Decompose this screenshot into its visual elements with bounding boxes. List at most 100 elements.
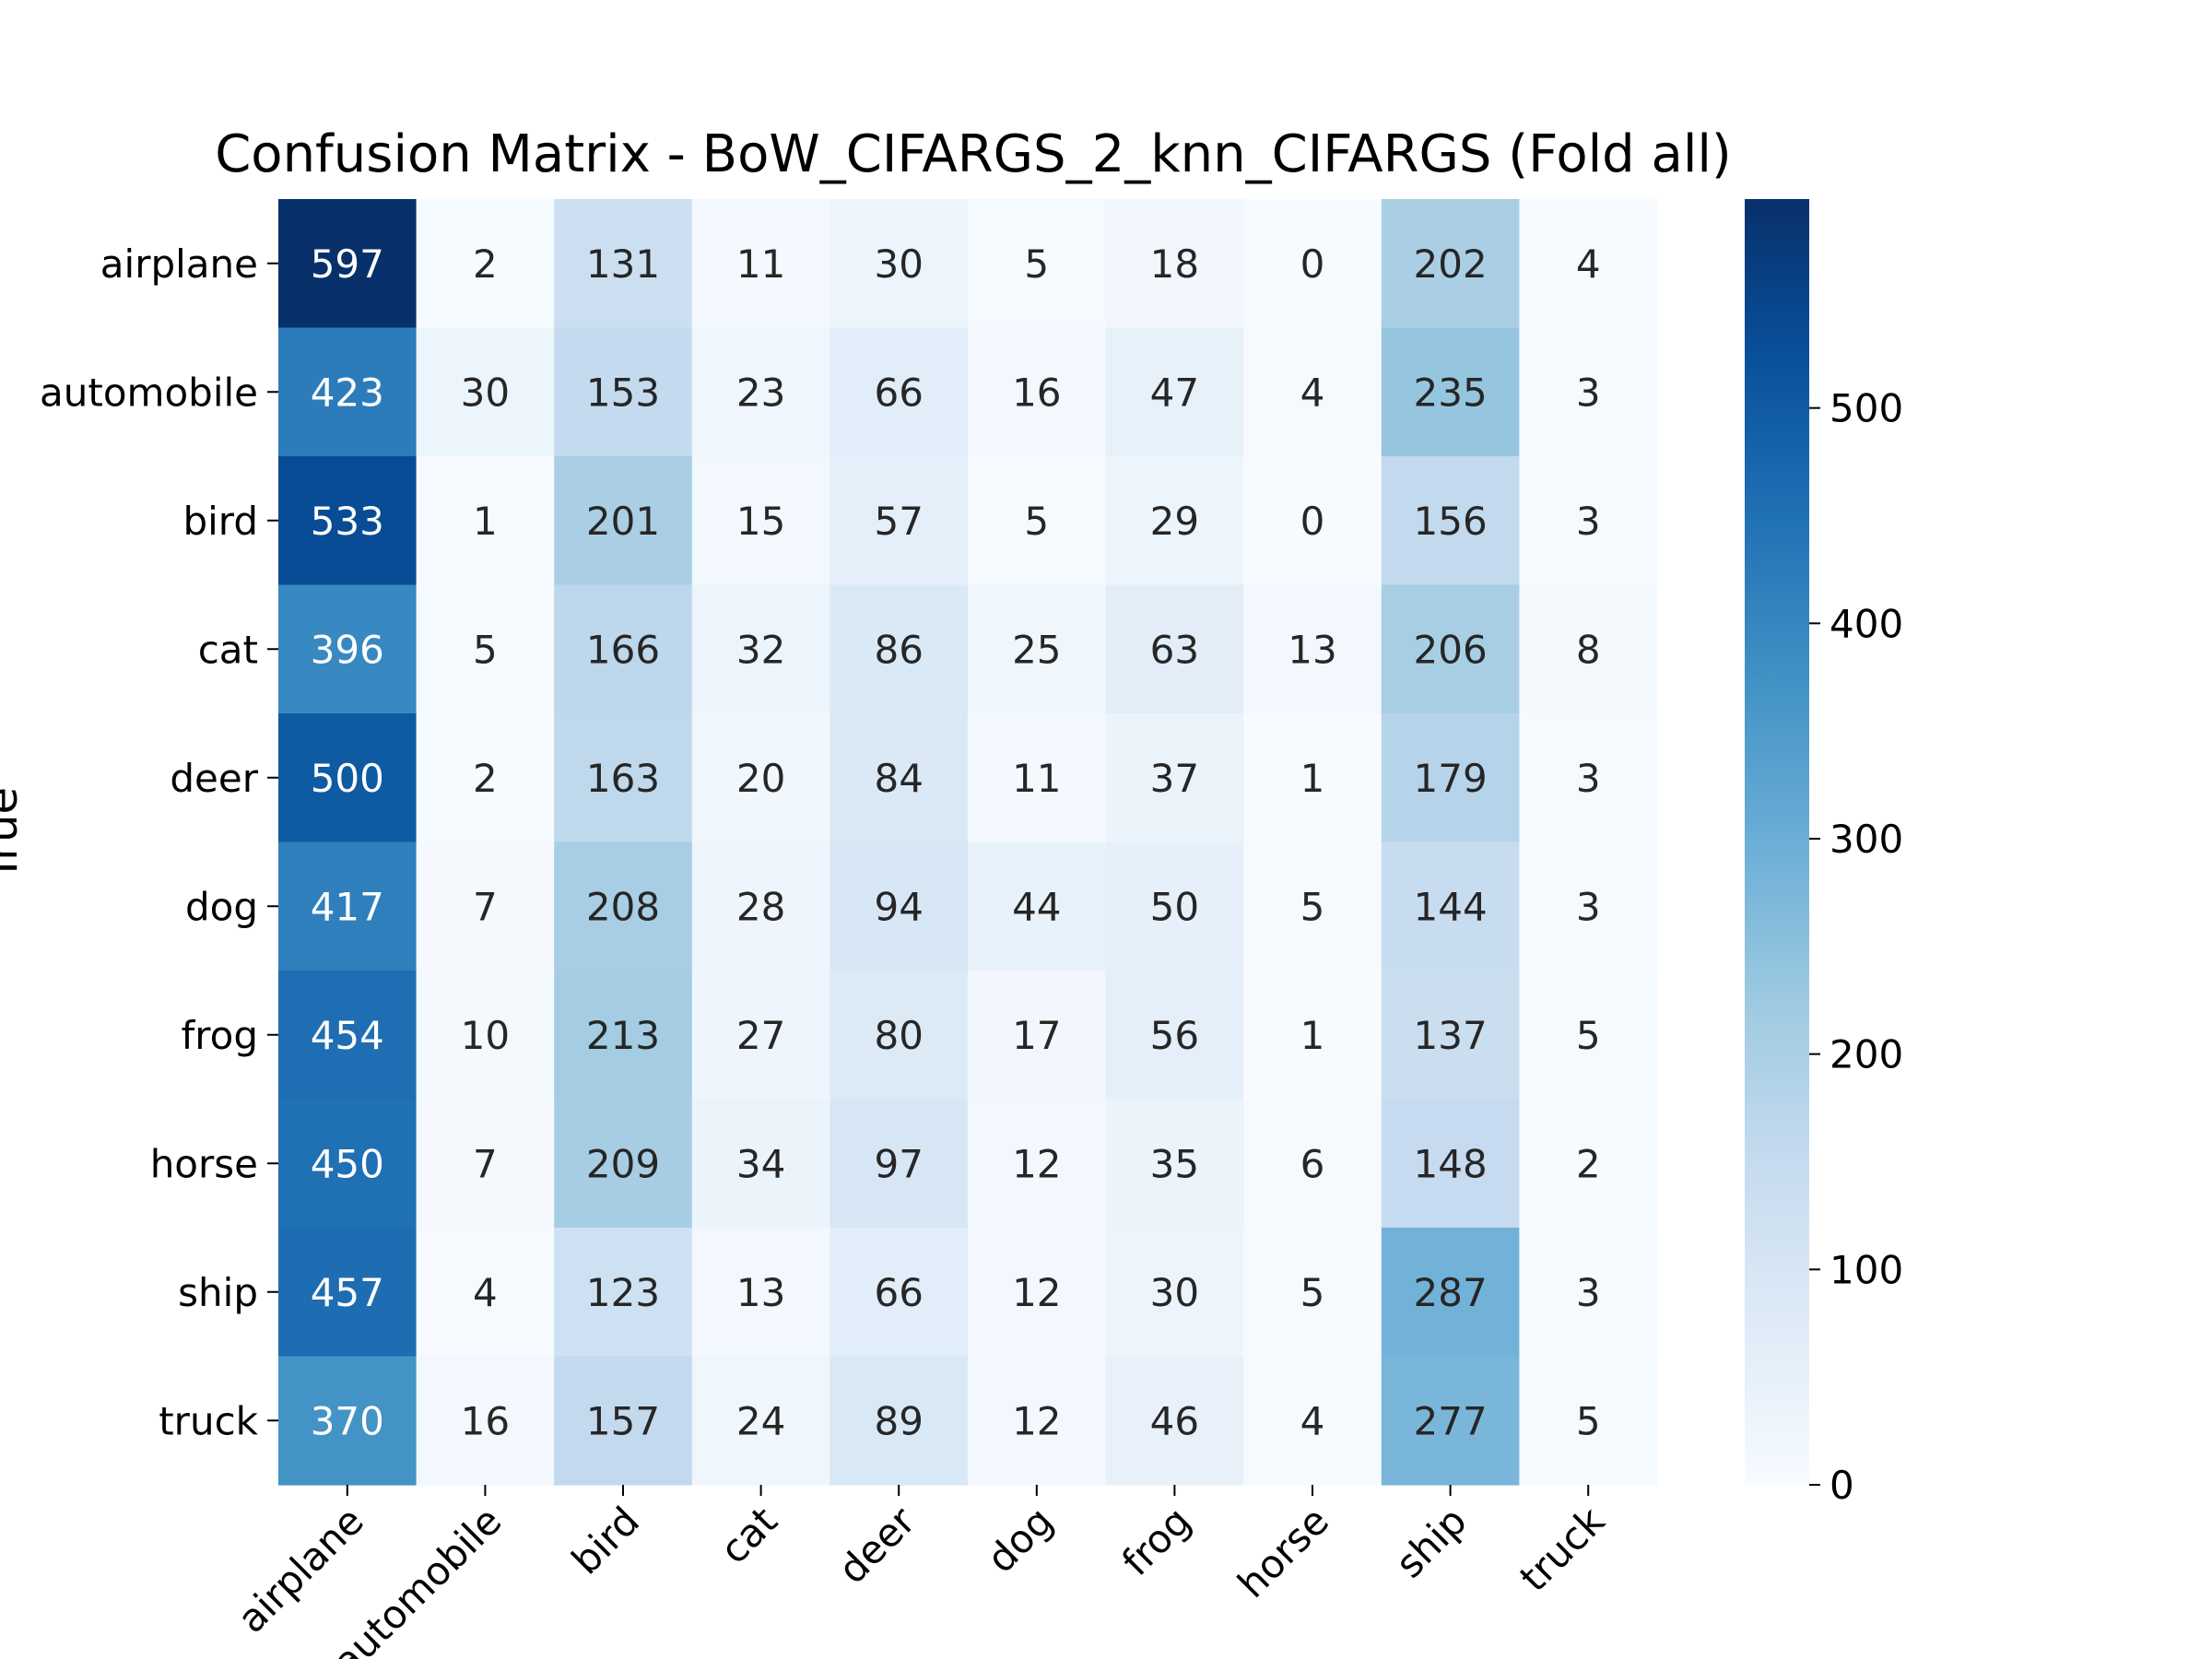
cell-value-label: 50 — [1150, 884, 1199, 929]
cell-value-label: 396 — [311, 627, 384, 672]
heatmap-cell — [554, 456, 693, 586]
heatmap-cell — [691, 841, 830, 971]
heatmap-cell — [691, 456, 830, 586]
heatmap-cell — [1381, 713, 1520, 843]
heatmap-cell — [278, 1228, 418, 1358]
cell-value-label: 5 — [1024, 241, 1049, 287]
heatmap-cell — [278, 584, 418, 714]
cell-value-label: 417 — [311, 884, 384, 929]
cell-value-label: 2 — [473, 756, 498, 801]
heatmap-cell — [1381, 971, 1520, 1100]
col-tick-label: dog — [978, 1498, 1062, 1582]
heatmap-cell — [691, 1356, 830, 1486]
cell-value-label: 179 — [1414, 756, 1488, 801]
heatmap-cell — [830, 1356, 969, 1486]
cell-value-label: 44 — [1012, 884, 1061, 929]
cell-value-label: 4 — [1300, 1398, 1325, 1443]
row-tick-label: truck — [159, 1398, 258, 1443]
cell-value-label: 3 — [1576, 884, 1601, 929]
cell-value-label: 209 — [586, 1141, 660, 1186]
colorbar-tick-label: 100 — [1830, 1247, 1903, 1292]
heatmap-cell — [1105, 1356, 1244, 1486]
heatmap-cell — [1519, 584, 1658, 714]
cell-value-label: 18 — [1150, 241, 1199, 287]
cell-value-label: 5 — [1576, 1013, 1601, 1058]
heatmap-cell — [968, 1356, 1107, 1486]
heatmap-cell — [1243, 1099, 1382, 1229]
heatmap-cell — [554, 1099, 693, 1229]
cell-value-label: 32 — [736, 627, 785, 672]
col-tick-label: deer — [830, 1498, 924, 1593]
row-tick-label: deer — [170, 756, 258, 801]
colorbar-tick-group: 0 100 200 300 400 500 — [1809, 386, 1903, 1508]
cell-value-label: 80 — [874, 1013, 923, 1058]
heatmap-cell — [554, 1228, 693, 1358]
heatmap-cell — [691, 327, 830, 457]
heatmap-cell — [1105, 1228, 1244, 1358]
cell-value-label: 0 — [1300, 499, 1325, 544]
heatmap-cell — [416, 456, 555, 586]
heatmap-cell — [1519, 199, 1658, 329]
cell-value-label: 63 — [1150, 627, 1199, 672]
heatmap-cell — [1243, 1356, 1382, 1486]
cell-value-label: 277 — [1414, 1398, 1488, 1443]
cell-value-label: 23 — [736, 370, 785, 415]
cell-value-label: 5 — [1576, 1398, 1601, 1443]
heatmap-cell — [830, 456, 969, 586]
cell-value-label: 6 — [1300, 1141, 1325, 1186]
heatmap-cell — [1519, 1228, 1658, 1358]
cell-value-label: 66 — [874, 1270, 923, 1315]
cell-value-label: 2 — [1576, 1141, 1601, 1186]
colorbar — [1745, 199, 1809, 1485]
cell-value-label: 29 — [1150, 499, 1199, 544]
heatmap-cell — [278, 1356, 418, 1486]
cell-value-label: 12 — [1012, 1270, 1061, 1315]
cell-value-label: 153 — [586, 370, 660, 415]
heatmap-cell — [968, 1228, 1107, 1358]
heatmap-cell — [278, 199, 418, 329]
cell-value-label: 4 — [1300, 370, 1325, 415]
cell-value-label: 457 — [311, 1270, 384, 1315]
heatmap-cell — [554, 584, 693, 714]
cell-value-label: 30 — [461, 370, 510, 415]
chart-title: Confusion Matrix - BoW_CIFARGS_2_knn_CIF… — [215, 124, 1732, 184]
row-tick-label: cat — [198, 627, 258, 672]
cell-value-label: 3 — [1576, 756, 1601, 801]
col-tick-label: bird — [563, 1498, 648, 1583]
cell-value-label: 423 — [311, 370, 384, 415]
row-tick-label: dog — [185, 884, 258, 929]
cell-value-label: 7 — [473, 1141, 498, 1186]
cell-value-label: 17 — [1012, 1013, 1061, 1058]
heatmap-cell — [1381, 199, 1520, 329]
cell-value-label: 597 — [311, 241, 384, 287]
heatmap-cell — [1519, 1099, 1658, 1229]
heatmap-cell — [968, 713, 1107, 843]
heatmap-cell — [1519, 713, 1658, 843]
cell-value-label: 5 — [473, 627, 498, 672]
heatmap-cell — [554, 327, 693, 457]
heatmap-cell — [1381, 456, 1520, 586]
cell-value-label: 30 — [874, 241, 923, 287]
heatmap-cell — [1105, 971, 1244, 1100]
cell-value-label: 4 — [1576, 241, 1601, 287]
cell-value-label: 2 — [473, 241, 498, 287]
heatmap-cell — [691, 1099, 830, 1229]
cell-value-label: 0 — [1300, 241, 1325, 287]
heatmap-cell — [278, 713, 418, 843]
cell-value-label: 20 — [736, 756, 785, 801]
heatmap-cell — [416, 1228, 555, 1358]
heatmap-cell — [1381, 1099, 1520, 1229]
cell-value-label: 28 — [736, 884, 785, 929]
heatmap-cell — [1243, 199, 1382, 329]
heatmap-cell — [554, 841, 693, 971]
heatmap-cell — [1243, 456, 1382, 586]
heatmap-cell — [968, 327, 1107, 457]
heatmap-cell — [830, 199, 969, 329]
cell-value-label: 7 — [473, 884, 498, 929]
cell-value-label: 450 — [311, 1141, 384, 1186]
cell-value-label: 89 — [874, 1398, 923, 1443]
cell-value-label: 163 — [586, 756, 660, 801]
heatmap-cell — [830, 713, 969, 843]
cell-value-label: 11 — [736, 241, 785, 287]
